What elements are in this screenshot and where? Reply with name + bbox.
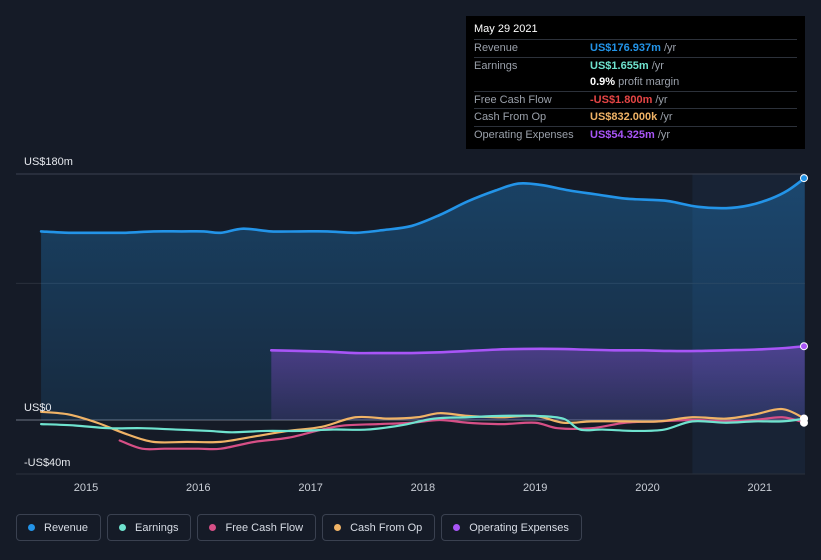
legend: Revenue Earnings Free Cash Flow Cash Fro… [16,514,582,541]
x-tick-label: 2021 [748,482,772,494]
tooltip: May 29 2021 Revenue US$176.937m /yr Earn… [466,16,805,149]
legend-dot-icon [453,524,461,531]
tooltip-unit: /yr [657,128,671,141]
legend-item-revenue[interactable]: Revenue [16,514,102,541]
tooltip-row-profit-margin: 0.9% profit margin [474,74,797,91]
tooltip-value-revenue: US$176.937m [590,42,661,55]
end-point-operating-expenses [800,342,808,351]
tooltip-label: Earnings [474,59,518,72]
x-tick-label: 2016 [186,482,210,494]
tooltip-label: Free Cash Flow [474,93,552,106]
tooltip-row-earnings: Earnings US$1.655m /yr [474,56,797,75]
legend-dot-icon [119,524,127,531]
legend-item-operating-expenses[interactable]: Operating Expenses [441,514,582,541]
x-tick-label: 2019 [523,482,547,494]
tooltip-value-profit-margin: 0.9% [590,76,616,89]
x-tick-label: 2018 [411,482,435,494]
tooltip-label: Revenue [474,42,519,55]
legend-item-free-cash-flow[interactable]: Free Cash Flow [197,514,317,541]
tooltip-date: May 29 2021 [474,23,538,35]
tooltip-value-earnings: US$1.655m [590,59,649,72]
legend-label: Cash From Op [350,521,423,534]
legend-dot-icon [28,524,35,531]
end-point-revenue [800,174,808,183]
tooltip-value-cash-from-op: US$832.000k [590,111,658,124]
y-tick-label: US$0 [24,402,52,414]
legend-dot-icon [334,524,342,531]
y-tick-label: US$180m [24,156,73,168]
tooltip-row-free-cash-flow: Free Cash Flow -US$1.800m /yr [474,90,797,109]
tooltip-unit: /yr [655,93,668,106]
tooltip-value-free-cash-flow: -US$1.800m [590,93,653,106]
line-free-cash-flow [118,416,806,451]
x-tick-label: 2015 [74,482,98,494]
tooltip-label: Operating Expenses [474,128,574,141]
tooltip-label: Cash From Op [474,111,547,124]
legend-item-earnings[interactable]: Earnings [107,514,192,541]
legend-label: Earnings [135,521,179,534]
axis-labels: US$180m US$0 -US$40m 2015 2016 2017 2018 2019 20… [24,156,772,494]
area-operating-expenses [271,346,805,420]
x-tick-label: 2020 [635,482,659,494]
tooltip-unit: /yr [663,42,677,55]
legend-item-cash-from-op[interactable]: Cash From Op [322,514,436,541]
chart: US$180m US$0 -US$40m 2015 2016 2017 2018 2019 20… [16,156,808,494]
legend-label: Revenue [44,521,89,534]
y-tick-label: -US$40m [24,457,70,469]
legend-dot-icon [209,524,217,531]
tooltip-row-revenue: Revenue US$176.937m /yr [474,39,797,57]
line-revenue [39,176,807,235]
tooltip-value-operating-expenses: US$54.325m [590,128,655,141]
tooltip-unit: /yr [651,59,664,72]
tooltip-unit: /yr [660,111,673,124]
legend-label: Free Cash Flow [225,521,304,534]
line-cash-from-op [39,407,806,444]
tooltip-unit: profit margin [618,76,680,89]
tooltip-row-cash-from-op: Cash From Op US$832.000k /yr [474,108,797,126]
line-operating-expenses [269,344,807,355]
tooltip-row-operating-expenses: Operating Expenses US$54.325m /yr [474,125,797,144]
legend-label: Operating Expenses [469,521,569,534]
line-earnings [39,414,806,434]
end-point-earnings [800,414,808,423]
series-lines [39,174,808,451]
x-tick-label: 2017 [298,482,322,494]
series-fills [41,178,805,420]
